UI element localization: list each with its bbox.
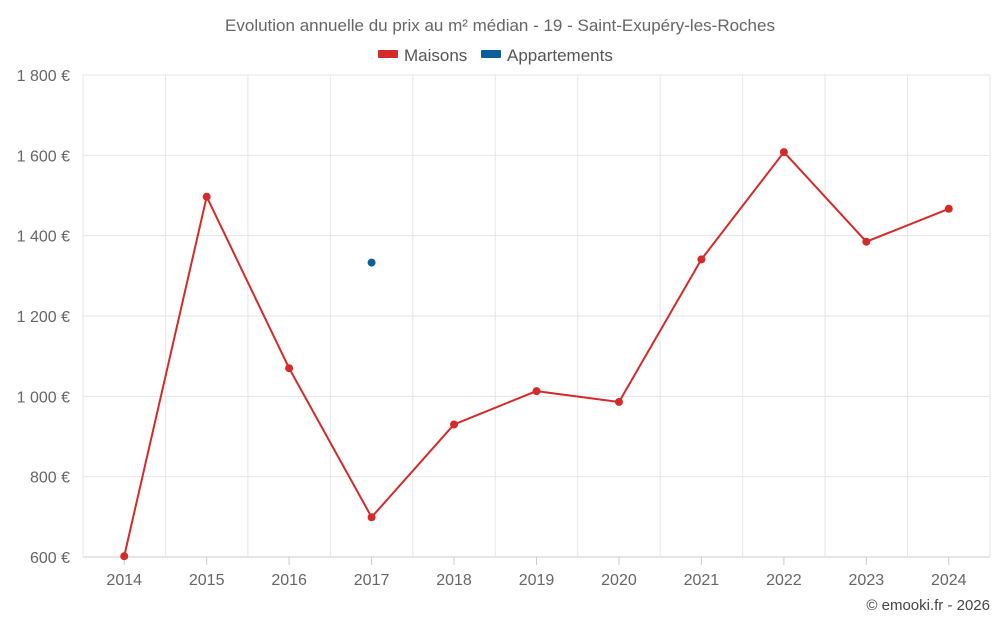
data-point-appartements-2017[interactable] bbox=[367, 258, 376, 267]
x-tick-label: 2024 bbox=[931, 572, 967, 589]
data-point-maisons-2018[interactable] bbox=[450, 420, 459, 429]
x-tick-label: 2019 bbox=[519, 572, 555, 589]
chart-title: Evolution annuelle du prix au m² médian … bbox=[225, 16, 775, 35]
data-point-maisons-2019[interactable] bbox=[532, 387, 541, 396]
x-tick-label: 2023 bbox=[849, 572, 885, 589]
x-tick-label: 2021 bbox=[684, 572, 720, 589]
data-point-maisons-2024[interactable] bbox=[944, 204, 953, 213]
y-tick-label: 1 800 € bbox=[17, 68, 70, 85]
data-point-maisons-2016[interactable] bbox=[285, 364, 294, 373]
y-tick-label: 1 200 € bbox=[17, 309, 70, 326]
y-tick-label: 600 € bbox=[30, 550, 70, 567]
credit-text: © emooki.fr - 2026 bbox=[866, 597, 990, 614]
data-point-maisons-2017[interactable] bbox=[367, 513, 376, 522]
data-point-maisons-2020[interactable] bbox=[614, 397, 623, 406]
legend-swatch-appartements bbox=[481, 50, 501, 58]
y-tick-label: 1 600 € bbox=[17, 148, 70, 165]
legend-label-appartements[interactable]: Appartements bbox=[507, 46, 613, 65]
data-point-maisons-2022[interactable] bbox=[779, 148, 788, 157]
gridlines bbox=[82, 74, 991, 558]
x-tick-label: 2017 bbox=[354, 572, 390, 589]
x-tick-label: 2018 bbox=[436, 572, 472, 589]
data-point-maisons-2014[interactable] bbox=[120, 552, 129, 561]
legend-label-maisons[interactable]: Maisons bbox=[404, 46, 467, 65]
legend-swatch-maisons bbox=[378, 50, 398, 58]
x-tick-label: 2022 bbox=[766, 572, 802, 589]
x-axis: 2014 2015 2016 2017 2018 2019 2020 2021 2022 2023… bbox=[106, 557, 967, 589]
x-tick-label: 2015 bbox=[189, 572, 225, 589]
data-point-maisons-2023[interactable] bbox=[862, 237, 871, 246]
x-tick-label: 2014 bbox=[106, 572, 142, 589]
y-axis: 600 € 800 € 1 000 € 1 200 € 1 400 € 1 600 € 1 … bbox=[17, 68, 70, 567]
data-point-maisons-2021[interactable] bbox=[697, 255, 706, 264]
series-layer bbox=[120, 148, 953, 561]
y-tick-label: 1 400 € bbox=[17, 229, 70, 246]
y-tick-label: 800 € bbox=[30, 470, 70, 487]
y-tick-label: 1 000 € bbox=[17, 389, 70, 406]
legend: Maisons Appartements bbox=[378, 46, 613, 65]
x-tick-label: 2020 bbox=[601, 572, 637, 589]
data-point-maisons-2015[interactable] bbox=[202, 192, 211, 201]
x-tick-label: 2016 bbox=[271, 572, 307, 589]
